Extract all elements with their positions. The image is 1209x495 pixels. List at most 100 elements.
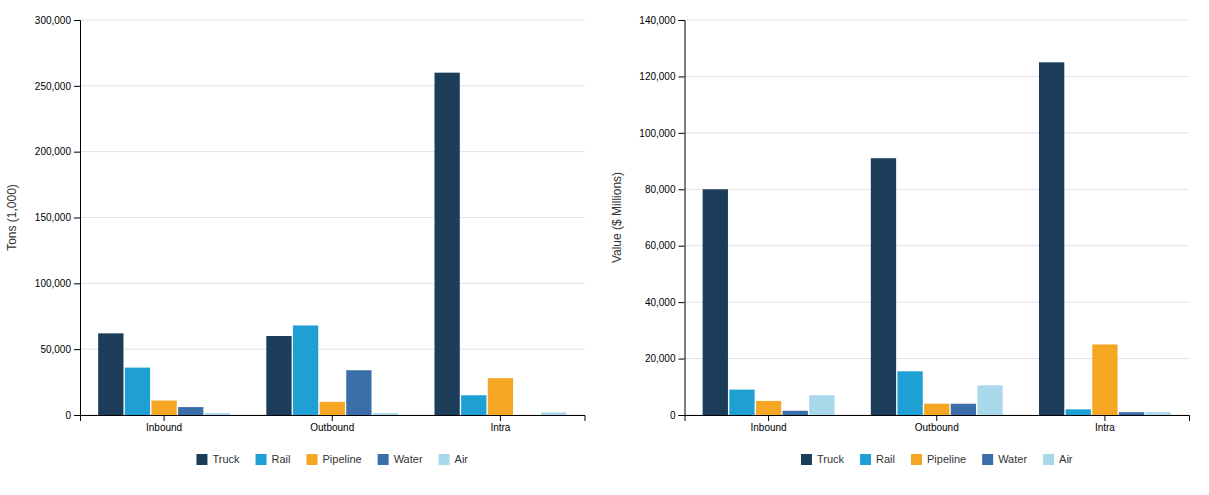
tick: Inbound bbox=[751, 415, 787, 433]
tick-label: Inbound bbox=[146, 422, 182, 433]
bar bbox=[346, 370, 371, 415]
legend-label: Air bbox=[455, 453, 469, 465]
legend-label: Water bbox=[394, 453, 423, 465]
tick: 100,000 bbox=[639, 128, 684, 139]
x-axis: Inbound Outbound Intra bbox=[81, 415, 586, 433]
y-axis: 020,00040,00060,00080,000100,000120,0001… bbox=[639, 15, 685, 421]
legend-item: Water bbox=[982, 453, 1027, 465]
x-axis: InboundOutboundIntra bbox=[685, 415, 1190, 433]
legend-label: Pipeline bbox=[323, 453, 362, 465]
tick-mark bbox=[936, 415, 937, 421]
tick-mark bbox=[679, 415, 685, 416]
tick-label: 250,000 bbox=[35, 81, 72, 92]
tick-mark bbox=[74, 415, 80, 416]
legend-swatch bbox=[256, 454, 267, 465]
bar bbox=[1039, 62, 1064, 415]
tick-mark bbox=[679, 302, 685, 303]
grid-line bbox=[685, 245, 1190, 246]
legend-label: Truck bbox=[817, 453, 845, 465]
bar bbox=[125, 368, 150, 415]
tick-mark bbox=[74, 20, 80, 21]
bar bbox=[783, 411, 808, 415]
bar bbox=[1092, 344, 1117, 415]
tick-mark bbox=[500, 415, 501, 421]
legend-item: Pipeline bbox=[307, 453, 362, 465]
bar bbox=[951, 404, 976, 415]
grid-line bbox=[80, 283, 585, 284]
legend-label: Pipeline bbox=[927, 453, 966, 465]
chart-panel: 050,000100,000150,000200,000250,000300,0… bbox=[5, 15, 585, 465]
tick-label: 40,000 bbox=[645, 297, 676, 308]
legend-item: Rail bbox=[860, 453, 895, 465]
legend-swatch bbox=[860, 454, 871, 465]
tick-mark bbox=[74, 152, 80, 153]
tick: 0 bbox=[670, 410, 685, 421]
bar bbox=[205, 413, 230, 415]
legend-item: Air bbox=[1043, 453, 1073, 465]
bar bbox=[541, 412, 566, 415]
bar bbox=[1119, 412, 1144, 415]
tick: 250,000 bbox=[35, 81, 80, 92]
tick-label: 140,000 bbox=[639, 15, 676, 26]
tick: 80,000 bbox=[645, 184, 685, 195]
bar bbox=[461, 395, 486, 415]
bar bbox=[293, 325, 318, 415]
tick-label: 300,000 bbox=[35, 15, 72, 26]
tick-mark bbox=[679, 189, 685, 190]
tick: 140,000 bbox=[639, 15, 684, 26]
grid-line bbox=[685, 189, 1190, 190]
grid-line bbox=[80, 20, 585, 21]
legend-item: Water bbox=[378, 453, 423, 465]
bars bbox=[703, 62, 1171, 415]
tick-mark bbox=[74, 218, 80, 219]
tick-mark bbox=[74, 349, 80, 350]
legend: TruckRailPipelineWaterAir bbox=[196, 453, 468, 465]
bar bbox=[178, 407, 203, 415]
tick-mark bbox=[679, 246, 685, 247]
tick: Outbound bbox=[310, 415, 354, 433]
bar bbox=[924, 404, 949, 415]
axis-domain bbox=[685, 416, 1190, 422]
tick: 100,000 bbox=[35, 278, 80, 289]
legend-item: Air bbox=[439, 453, 469, 465]
legend-swatch bbox=[911, 454, 922, 465]
tick-mark bbox=[679, 359, 685, 360]
tick: 200,000 bbox=[35, 146, 80, 157]
tick-mark bbox=[679, 133, 685, 134]
legend-label: Air bbox=[1059, 453, 1073, 465]
tick: 300,000 bbox=[35, 15, 80, 26]
tick: Outbound bbox=[915, 415, 959, 433]
grid-line bbox=[685, 132, 1190, 133]
tick-label: Outbound bbox=[310, 422, 354, 433]
tick: Intra bbox=[490, 415, 510, 433]
bar bbox=[871, 158, 896, 415]
tick-mark bbox=[164, 415, 165, 421]
legend-swatch bbox=[307, 454, 318, 465]
tick-mark bbox=[74, 86, 80, 87]
tick: Inbound bbox=[146, 415, 182, 433]
tick: 20,000 bbox=[645, 353, 685, 364]
tick-mark bbox=[679, 76, 685, 77]
grid bbox=[80, 20, 585, 415]
tick-label: Intra bbox=[490, 422, 510, 433]
chart-panel: 020,00040,00060,00080,000100,000120,0001… bbox=[610, 15, 1190, 465]
tick-label: 200,000 bbox=[35, 146, 72, 157]
legend-swatch bbox=[982, 454, 993, 465]
tick-label: 0 bbox=[65, 410, 71, 421]
legend-swatch bbox=[801, 454, 812, 465]
bar bbox=[703, 189, 728, 415]
tick: 60,000 bbox=[645, 240, 685, 251]
tick-mark bbox=[332, 415, 333, 421]
tick-label: 60,000 bbox=[645, 240, 676, 251]
legend-item: Pipeline bbox=[911, 453, 966, 465]
bar bbox=[756, 401, 781, 415]
legend-swatch bbox=[1043, 454, 1054, 465]
grid-line bbox=[80, 151, 585, 152]
tick: 50,000 bbox=[40, 344, 80, 355]
legend-label: Water bbox=[998, 453, 1027, 465]
tick: 40,000 bbox=[645, 297, 685, 308]
grid-line bbox=[80, 217, 585, 218]
legend-label: Rail bbox=[272, 453, 291, 465]
bar bbox=[1066, 409, 1091, 415]
axis-title: Tons (1,000) bbox=[5, 184, 19, 251]
